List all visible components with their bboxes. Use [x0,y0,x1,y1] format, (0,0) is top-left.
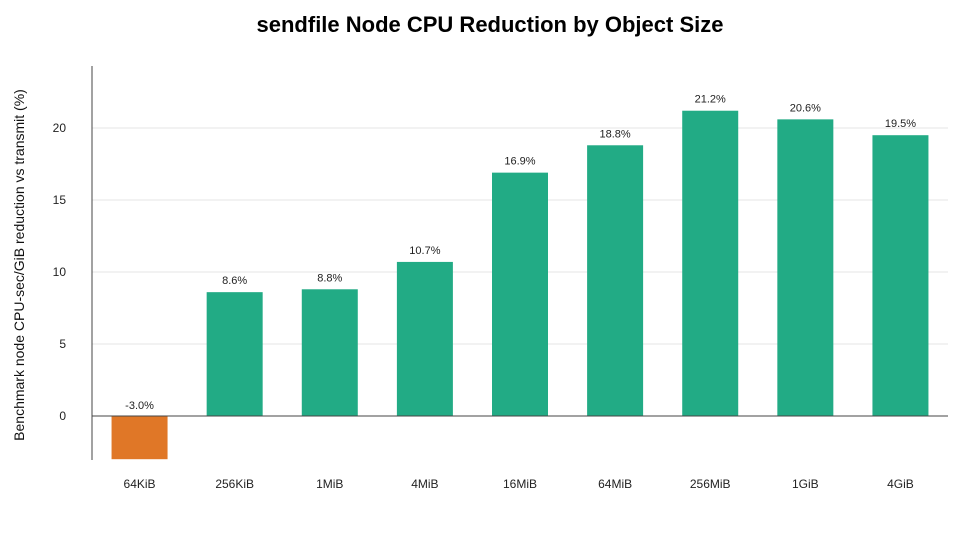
labels: 0 5 10 15 20 -3.0% 64KiB 8.6% 256KiB 8.8% 1MiB 10.7… [11,89,916,491]
bar-256MiB [682,110,739,416]
x-tick-label: 4GiB [887,477,914,491]
bar-256KiB [206,292,263,416]
bar-16MiB [492,172,548,416]
data-label: 20.6% [790,102,821,114]
data-label: 19.5% [885,118,916,130]
x-tick-label: 256MiB [690,477,731,491]
data-label: -3.0% [125,400,154,412]
bar-4MiB [396,261,453,416]
bar-64KiB [111,416,168,460]
chart-title: sendfile Node CPU Reduction by Object Si… [256,12,724,37]
x-tick-label: 64MiB [598,477,632,491]
x-tick-label: 256KiB [215,477,254,491]
data-label: 16.9% [504,156,535,168]
x-tick-label: 4MiB [411,477,438,491]
data-label: 18.8% [600,128,631,140]
y-tick-label: 0 [59,409,66,423]
x-tick-label: 16MiB [503,477,537,491]
y-tick-label: 15 [53,193,67,207]
axes [91,66,948,460]
data-label: 8.8% [317,272,342,284]
data-label: 8.6% [222,275,247,287]
bar-4GiB [872,135,929,416]
y-axis-label: Benchmark node CPU-sec/GiB reduction vs … [11,89,27,441]
bars [111,110,929,460]
y-tick-label: 5 [59,337,66,351]
x-tick-label: 1MiB [316,477,343,491]
y-tick-label: 20 [53,121,67,135]
bar-1GiB [777,119,834,417]
bar-64MiB [587,145,644,416]
bar-1MiB [301,289,358,416]
data-label: 21.2% [695,94,726,106]
y-tick-label: 10 [53,265,67,279]
data-label: 10.7% [409,245,440,257]
x-tick-label: 1GiB [792,477,819,491]
x-tick-label: 64KiB [124,477,156,491]
